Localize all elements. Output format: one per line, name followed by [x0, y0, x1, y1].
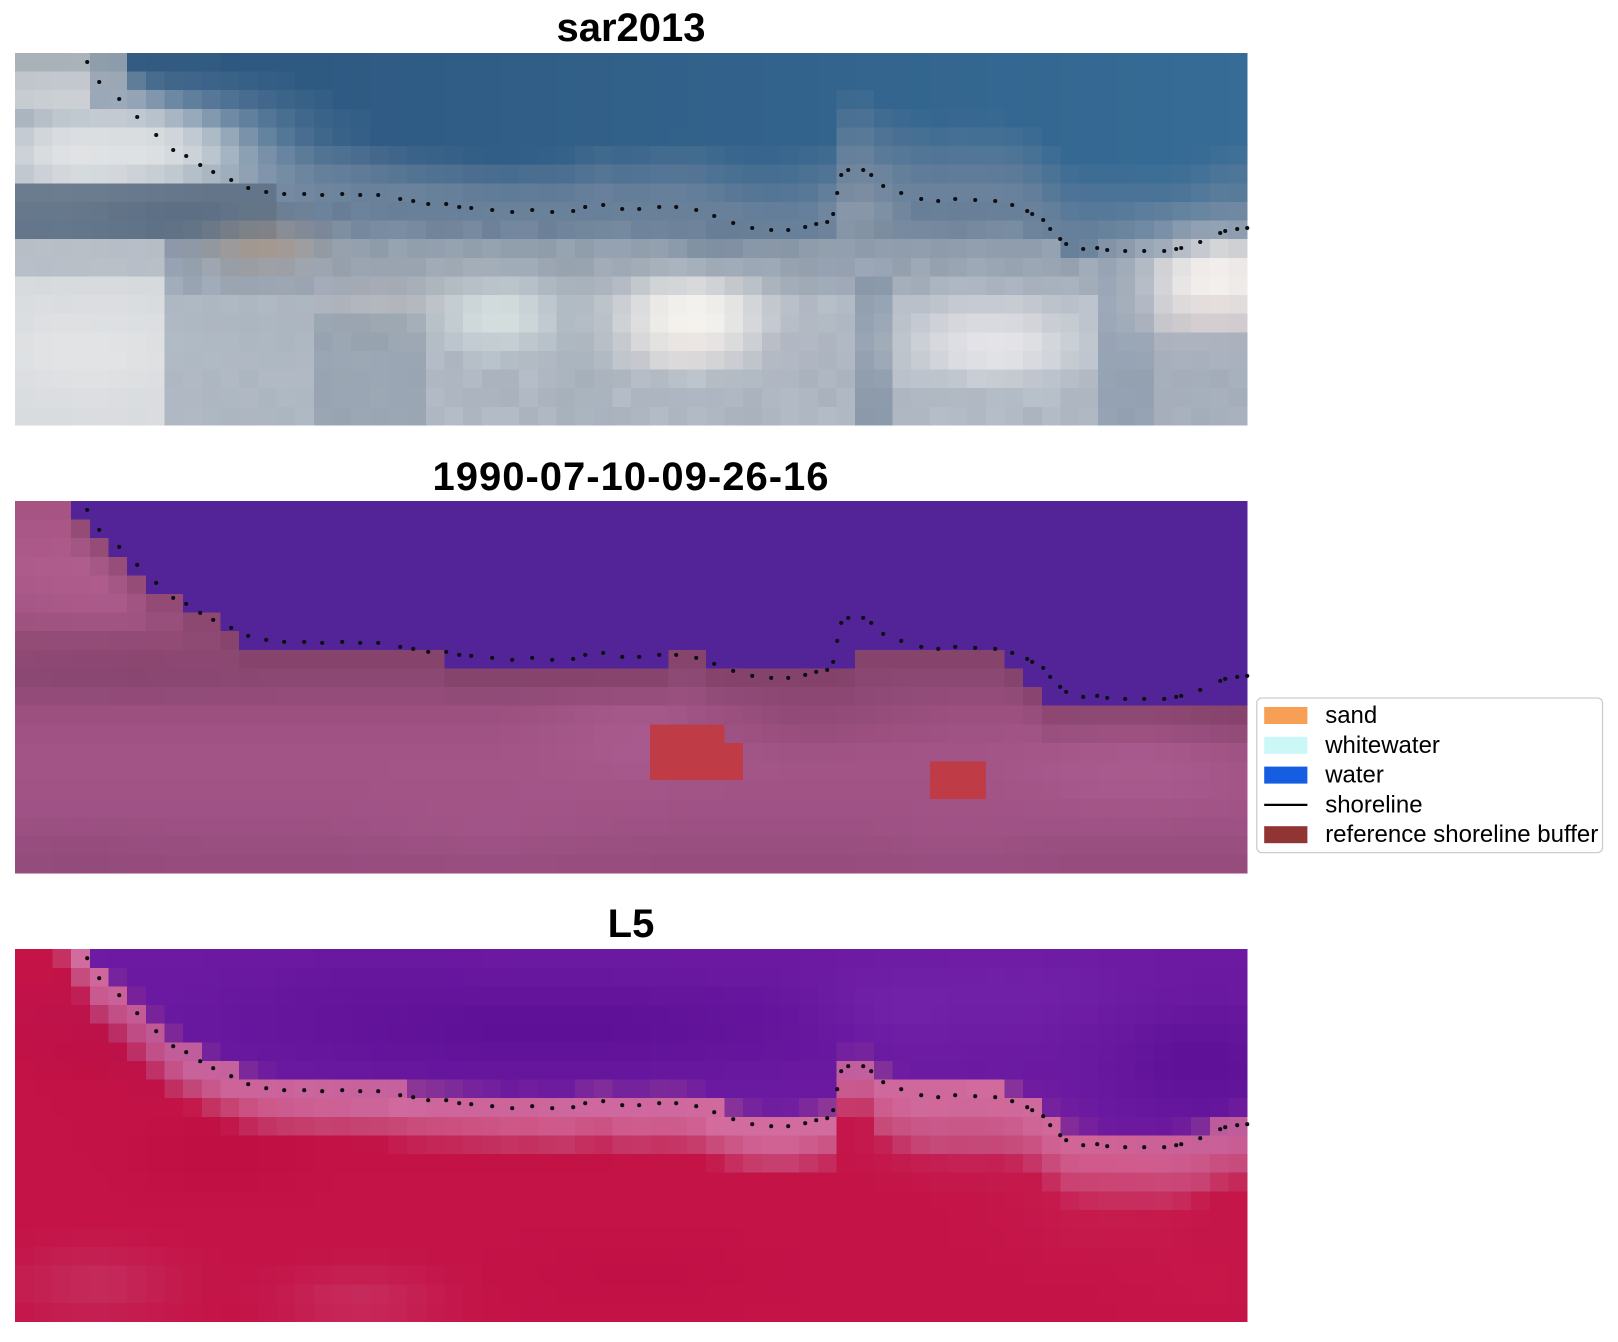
svg-text:sar2013: sar2013: [556, 6, 705, 50]
svg-text:shoreline: shoreline: [1325, 791, 1422, 818]
svg-text:water: water: [1324, 762, 1384, 789]
svg-text:whitewater: whitewater: [1324, 732, 1440, 759]
svg-text:sand: sand: [1325, 702, 1377, 729]
svg-text:reference shoreline buffer: reference shoreline buffer: [1325, 821, 1598, 848]
svg-text:1990-07-10-09-26-16: 1990-07-10-09-26-16: [432, 455, 829, 499]
svg-text:L5: L5: [608, 902, 655, 946]
